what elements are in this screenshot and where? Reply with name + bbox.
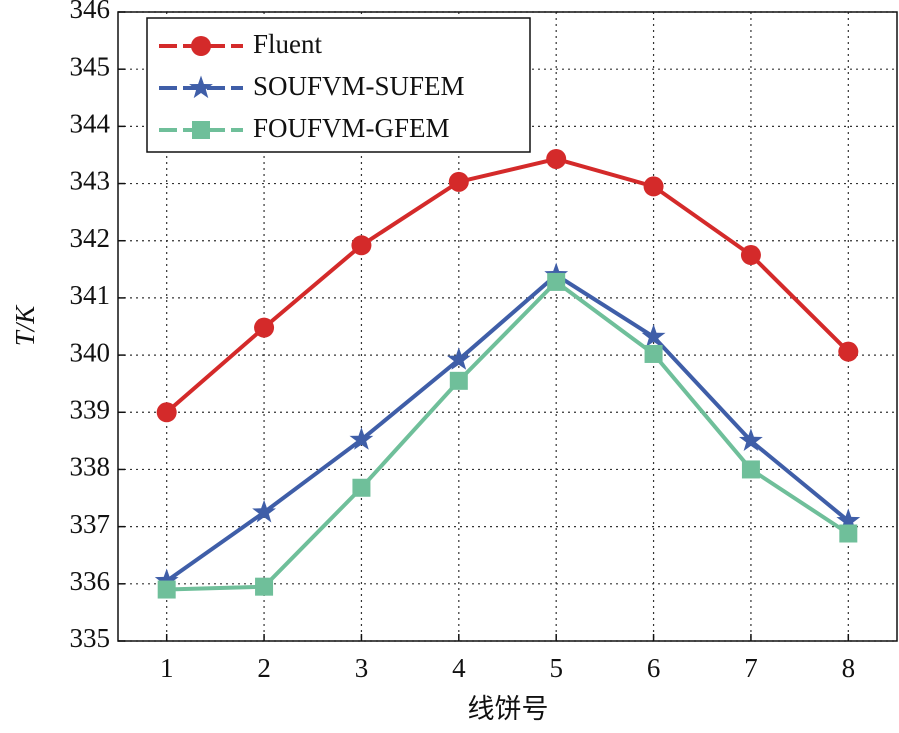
y-tick-label: 337	[70, 509, 111, 539]
x-tick-label: 4	[452, 653, 466, 683]
plot-frame	[117, 11, 898, 642]
marker	[641, 324, 666, 347]
marker	[351, 235, 372, 256]
x-tick-label: 7	[744, 653, 758, 683]
legend-marker	[189, 75, 213, 99]
legend-label: SOUFVM-SUFEM	[253, 71, 465, 101]
marker	[546, 148, 567, 169]
marker	[349, 427, 374, 450]
marker	[449, 371, 468, 390]
marker	[739, 428, 763, 451]
marker	[156, 402, 177, 423]
x-axis-label: 线饼号	[468, 694, 549, 724]
marker	[644, 344, 663, 363]
marker	[154, 568, 179, 592]
y-tick-label: 346	[70, 0, 111, 24]
series-line	[166, 279, 850, 592]
marker	[740, 245, 761, 266]
marker	[157, 580, 176, 599]
legend-label: Fluent	[253, 29, 323, 59]
x-tick-label: 2	[257, 653, 271, 683]
y-tick-label: 336	[70, 566, 111, 596]
marker	[254, 317, 275, 338]
marker	[446, 347, 471, 370]
marker	[547, 272, 566, 291]
y-tick-label: 341	[70, 280, 111, 310]
marker	[255, 577, 274, 596]
y-tick-label: 342	[70, 223, 111, 253]
marker	[741, 460, 760, 479]
y-axis-label: T/K	[10, 304, 40, 347]
y-tick-label: 338	[70, 452, 111, 482]
legend-marker	[192, 121, 210, 139]
x-tick-label: 5	[549, 653, 563, 683]
x-tick-label: 6	[647, 653, 661, 683]
y-tick-label: 344	[70, 109, 111, 139]
legend-marker	[191, 36, 211, 56]
y-tick-label: 340	[70, 337, 111, 367]
marker	[643, 176, 664, 197]
x-tick-label: 1	[160, 653, 174, 683]
y-tick-label: 339	[70, 394, 111, 424]
x-tick-label: 8	[842, 653, 856, 683]
legend-label: FOUFVM-GFEM	[253, 113, 450, 143]
marker	[448, 171, 469, 192]
series-line	[165, 156, 850, 414]
marker	[352, 478, 371, 497]
marker	[252, 499, 276, 523]
x-tick-label: 3	[355, 653, 369, 683]
y-tick-label: 345	[70, 51, 111, 81]
marker	[839, 524, 858, 543]
series-line	[165, 272, 850, 583]
y-tick-label: 343	[70, 166, 111, 196]
marker	[836, 508, 861, 531]
y-tick-label: 335	[70, 623, 111, 653]
marker	[838, 341, 859, 362]
